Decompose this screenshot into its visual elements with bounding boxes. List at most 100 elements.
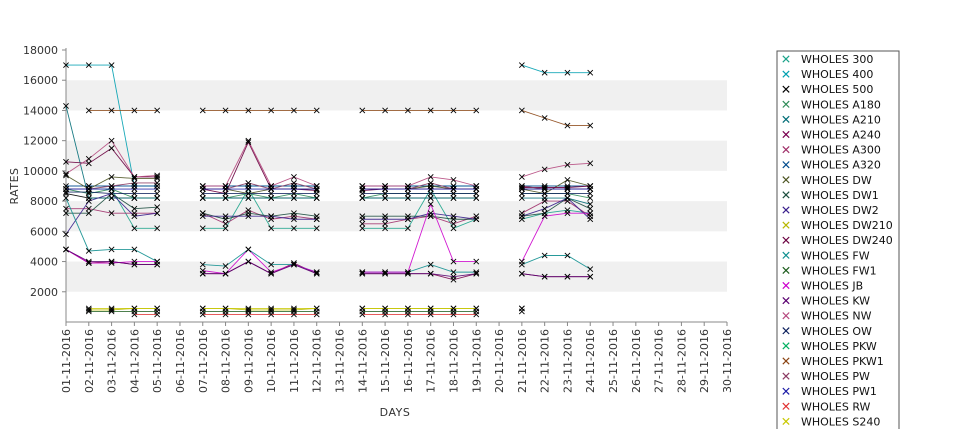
data-point: [154, 204, 161, 211]
point-mark: [359, 225, 366, 232]
point-mark: [541, 166, 548, 173]
legend-item: WHOLES 400: [782, 68, 873, 81]
x-tick-label: 08-11-2016: [220, 329, 233, 393]
series-line: [362, 273, 477, 278]
point-mark: [245, 305, 252, 312]
point-mark: [222, 190, 229, 197]
point-mark: [541, 186, 548, 192]
legend-item: WHOLES KW: [782, 295, 870, 308]
point-mark: [291, 305, 297, 312]
data-point: [404, 269, 411, 276]
legend-swatch: [782, 372, 790, 380]
point-mark: [564, 190, 571, 197]
point-mark: [382, 269, 389, 276]
point-mark: [404, 107, 411, 114]
x-tick-label: 09-11-2016: [242, 329, 255, 393]
legend-swatch: [782, 312, 790, 320]
legend-label: WHOLES PW: [801, 370, 870, 383]
point-mark: [450, 305, 457, 312]
data-point: [245, 186, 252, 192]
data-point: [382, 220, 389, 227]
data-point: [359, 190, 366, 197]
point-mark: [291, 306, 297, 313]
data-point: [518, 305, 525, 312]
point-mark: [427, 305, 434, 312]
data-point: [154, 180, 161, 186]
point-mark: [154, 174, 161, 180]
data-point: [85, 62, 92, 69]
data-point: [108, 145, 115, 152]
data-point: [63, 186, 69, 192]
point-mark: [154, 210, 161, 217]
point-mark: [359, 220, 366, 227]
data-point: [222, 311, 229, 318]
legend-swatch: [782, 145, 790, 154]
x-tick-label: 27-11-2016: [653, 329, 666, 393]
data-point: [359, 311, 366, 318]
data-point: [268, 270, 275, 277]
point-mark: [564, 273, 571, 280]
data-point: [108, 210, 115, 217]
x-tick-label: 12-11-2016: [311, 329, 324, 393]
point-mark: [587, 273, 594, 280]
point-mark: [154, 261, 161, 268]
legend-item: WHOLES DW240: [782, 234, 893, 247]
legend-swatch: [782, 85, 790, 93]
data-point: [63, 231, 69, 238]
series-line: [521, 255, 591, 270]
point-mark: [245, 311, 252, 318]
data-point: [154, 261, 161, 268]
x-tick-label: 01-11-2016: [60, 329, 73, 393]
point-mark: [518, 107, 525, 114]
point-mark: [564, 210, 571, 217]
legend-label: WHOLES RW: [801, 400, 871, 413]
point-mark: [473, 216, 480, 223]
point-mark: [382, 305, 389, 312]
point-mark: [199, 270, 206, 277]
point-mark: [404, 269, 411, 276]
point-mark: [404, 190, 411, 197]
data-point: [131, 107, 138, 114]
legend-item: WHOLES DW2: [782, 204, 879, 217]
data-point: [131, 186, 138, 192]
point-mark: [450, 258, 457, 265]
legend-swatch: [782, 191, 790, 199]
data-point: [382, 269, 389, 276]
data-point: [359, 269, 366, 276]
data-point: [473, 107, 480, 114]
point-mark: [473, 190, 480, 197]
legend-swatch: [782, 236, 790, 244]
point-mark: [131, 311, 138, 318]
point-mark: [108, 305, 115, 312]
point-mark: [587, 186, 594, 192]
data-point: [63, 246, 69, 253]
data-point: [131, 246, 138, 253]
data-point: [404, 270, 411, 277]
point-mark: [587, 195, 594, 202]
point-mark: [268, 306, 275, 313]
point-mark: [63, 158, 69, 165]
data-point: [131, 261, 138, 268]
point-mark: [85, 198, 92, 205]
data-point: [222, 305, 229, 312]
point-mark: [450, 190, 457, 197]
data-point: [199, 195, 206, 202]
data-point: [199, 213, 206, 220]
legend-item: WHOLES JB: [782, 280, 863, 293]
point-mark: [473, 195, 480, 202]
data-point: [108, 62, 115, 69]
point-mark: [382, 186, 389, 192]
point-mark: [291, 210, 297, 217]
point-mark: [427, 107, 434, 114]
legend: WHOLES 300 WHOLES 400 WHOLES 500 WHOLES A18…: [776, 50, 900, 429]
data-point: [108, 195, 115, 202]
data-point: [359, 270, 366, 277]
point-mark: [382, 107, 389, 114]
point-mark: [313, 195, 320, 202]
point-mark: [154, 186, 161, 192]
point-mark: [541, 184, 548, 191]
point-mark: [245, 258, 252, 265]
point-mark: [108, 190, 115, 197]
data-point: [518, 258, 525, 265]
series-line: [362, 202, 477, 273]
